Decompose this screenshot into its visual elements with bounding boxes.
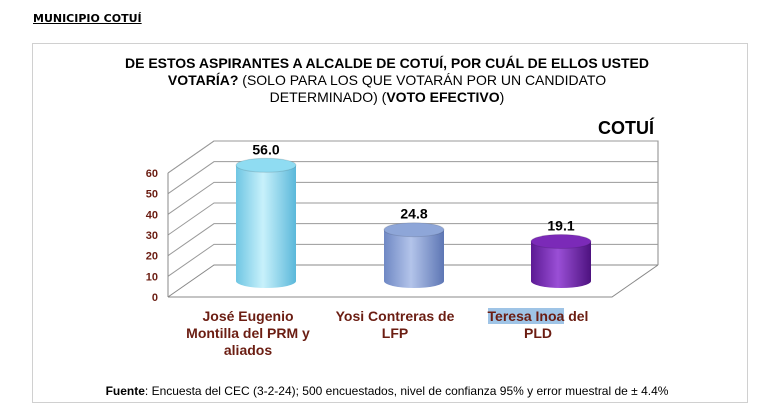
source-text: : Encuesta del CEC (3-2-24); 500 encuest… (144, 384, 669, 398)
chart-frame (32, 43, 748, 403)
bar-top (235, 157, 297, 173)
bar: 19.1 (530, 218, 592, 288)
gridline (167, 223, 658, 257)
y-tick-label: 20 (146, 251, 158, 263)
floor-front-edge (168, 264, 659, 298)
y-tick-label: 40 (146, 209, 158, 221)
source-label: Fuente (105, 384, 145, 398)
data-label: 56.0 (252, 141, 279, 157)
bar: 56.0 (235, 141, 297, 288)
gridline (167, 202, 658, 236)
gridline (167, 161, 658, 195)
category-label-2: Yosi Contreras de LFP (335, 308, 455, 341)
floor-back-edge (167, 264, 658, 298)
title-line3-start: DETERMINADO) ( (269, 89, 387, 105)
bar-body (531, 241, 591, 288)
y-tick-label: 30 (146, 230, 158, 242)
data-label: 24.8 (400, 206, 427, 222)
category-label-3: Teresa Inoa del PLD (487, 308, 589, 341)
chart-title: DE ESTOS ASPIRANTES A ALCALDE DE COTUÍ, … (0, 55, 774, 106)
y-tick-label: 50 (146, 189, 158, 201)
source-note: Fuente: Encuesta del CEC (3-2-24); 500 e… (0, 384, 774, 398)
bar-top (530, 234, 592, 250)
highlighted-name: Teresa Inoa (487, 308, 565, 324)
y-tick-label: 0 (152, 292, 158, 304)
bar-body (236, 165, 296, 288)
title-line2-bold: VOTARÍA? (167, 72, 239, 88)
data-label: 19.1 (547, 218, 574, 234)
title-line3-end: ) (499, 89, 505, 105)
gridline (167, 140, 658, 174)
place-label: COTUÍ (598, 118, 654, 138)
y-tick-label: 10 (146, 271, 158, 283)
gridline (167, 243, 658, 277)
title-line3-bold: VOTO EFECTIVO (386, 89, 500, 105)
gridline (167, 181, 658, 215)
bar: 24.8 (383, 206, 445, 288)
title-line1: DE ESTOS ASPIRANTES A ALCALDE DE COTUÍ, … (124, 55, 649, 71)
title-line2-rest: (SOLO PARA LOS QUE VOTARÁN POR UN CANDID… (238, 72, 607, 88)
bar-body (384, 229, 444, 288)
header-label: MUNICIPIO COTUÍ (33, 12, 142, 25)
bar-top (383, 222, 445, 238)
y-tick-label: 60 (146, 168, 158, 180)
category-label-1: José Eugenio Montilla del PRM y aliados (186, 308, 310, 358)
